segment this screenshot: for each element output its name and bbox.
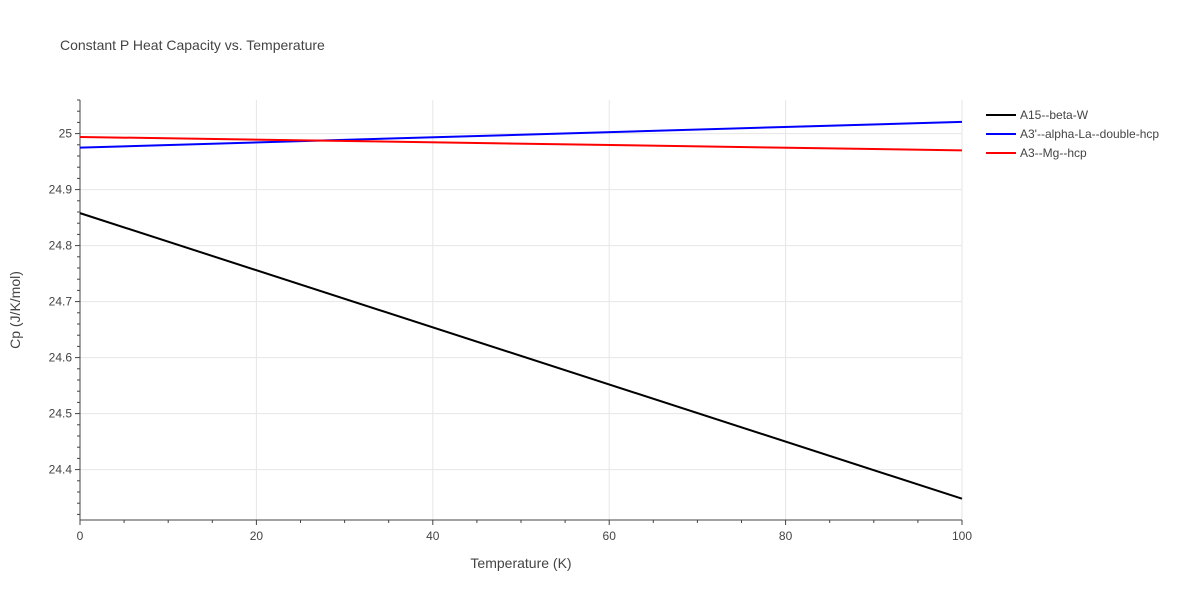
legend-label-0: A15--beta-W — [1020, 108, 1089, 122]
y-tick-label: 24.9 — [49, 183, 73, 197]
legend-label-2: A3--Mg--hcp — [1020, 146, 1087, 160]
axes: 0 20 40 60 80 100 24.4 24.5 24.6 24.7 24.8 24.9 25 — [49, 99, 972, 543]
y-tick-label: 24.6 — [49, 351, 73, 365]
chart-title: Constant P Heat Capacity vs. Temperature — [60, 37, 325, 53]
y-tick-label: 24.5 — [49, 407, 73, 421]
y-tick-label: 24.4 — [49, 463, 73, 477]
series-line-1 — [79, 120, 963, 149]
x-tick-label: 20 — [250, 529, 264, 543]
x-tick-label: 0 — [77, 529, 84, 543]
x-tick-label: 40 — [426, 529, 440, 543]
x-axis-title: Temperature (K) — [470, 555, 571, 571]
x-tick-label: 100 — [952, 529, 972, 543]
legend: A15--beta-W A3'--alpha-La--double-hcp A3--… — [986, 108, 1159, 160]
series-line-2 — [79, 135, 963, 152]
legend-label-1: A3'--alpha-La--double-hcp — [1020, 127, 1159, 141]
y-tick-label: 25 — [59, 127, 73, 141]
x-tick-label: 60 — [603, 529, 617, 543]
series-group — [79, 120, 963, 500]
y-tick-label: 24.8 — [49, 239, 73, 253]
x-tick-label: 80 — [779, 529, 793, 543]
y-axis-title: Cp (J/K/mol) — [7, 271, 23, 349]
grid — [80, 100, 963, 520]
series-line-0 — [79, 212, 963, 500]
y-tick-label: 24.7 — [49, 295, 73, 309]
